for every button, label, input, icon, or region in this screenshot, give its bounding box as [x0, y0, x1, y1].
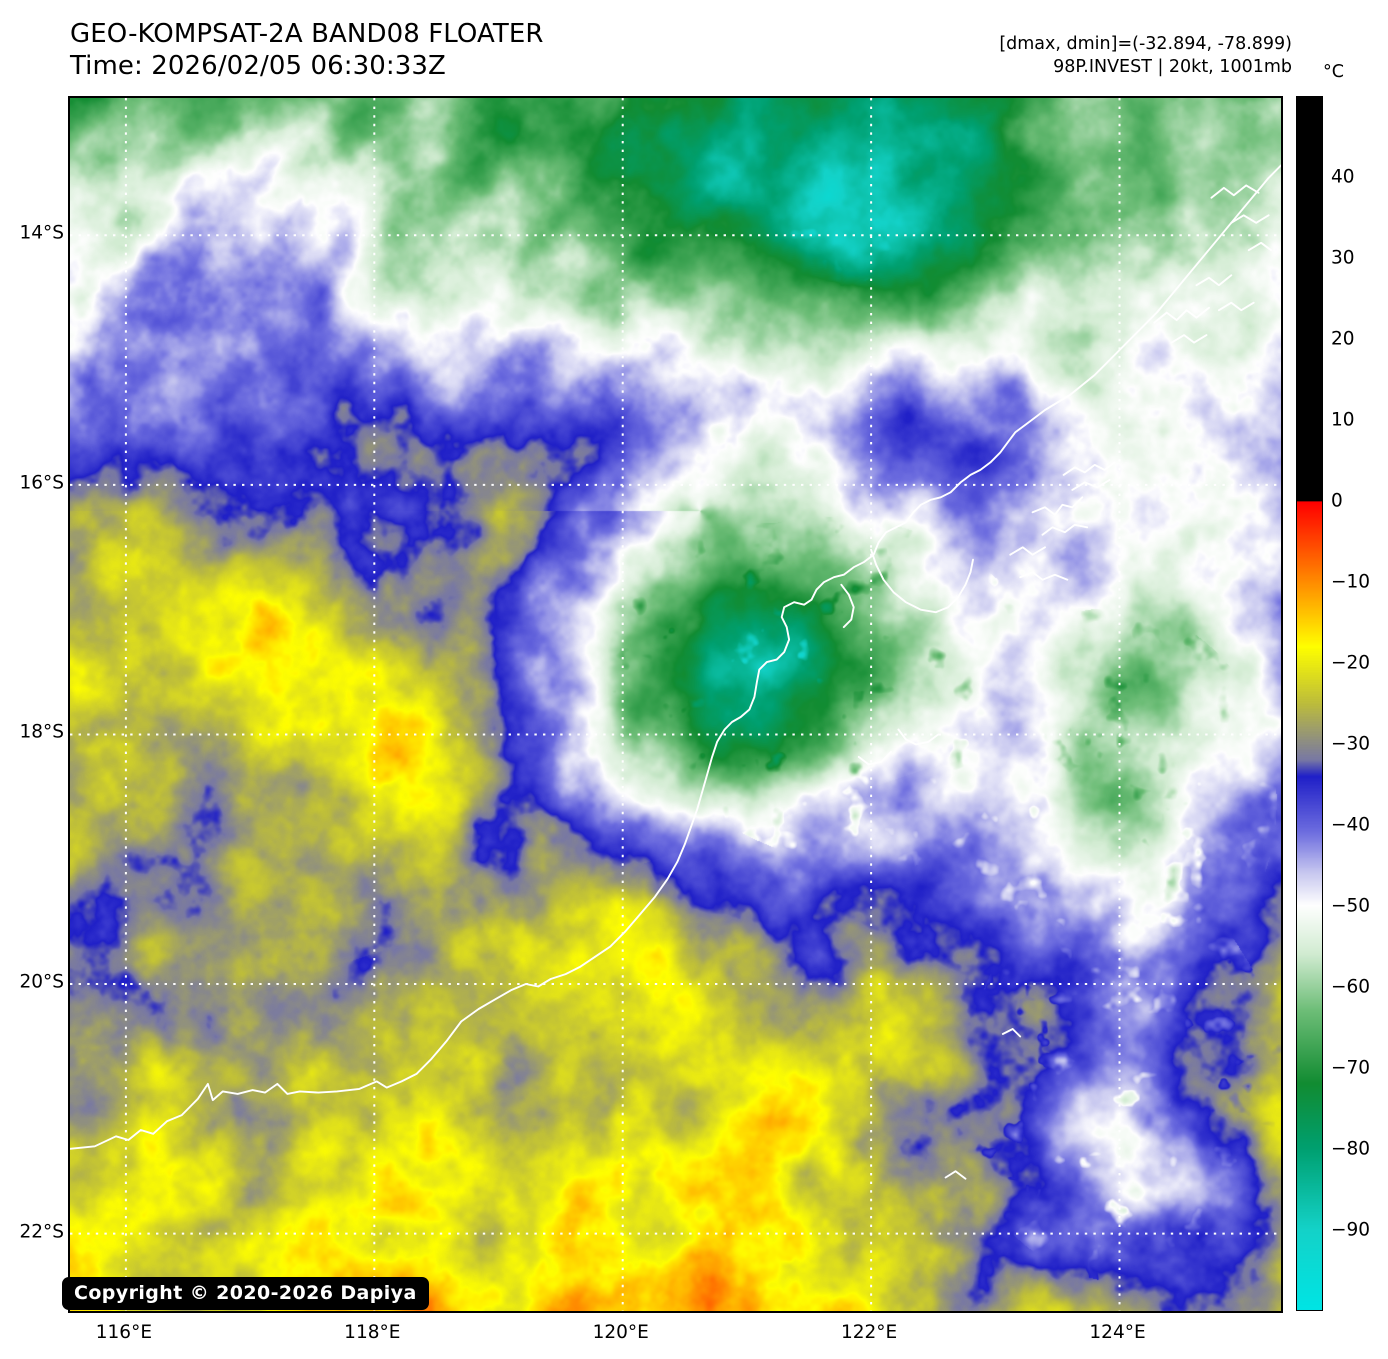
- coastline: [1217, 301, 1255, 312]
- coastline-layer: [70, 164, 1281, 1180]
- coastline: [870, 548, 974, 614]
- coastline: [897, 728, 940, 746]
- satellite-image-plot[interactable]: [68, 96, 1283, 1313]
- coastline: [840, 583, 855, 629]
- colorbar-unit-label: °C: [1323, 62, 1344, 82]
- longitude-tick-label: 116°E: [95, 1322, 153, 1343]
- colorbar[interactable]: [1296, 96, 1323, 1311]
- colorbar-tick-label: −80: [1331, 1138, 1371, 1160]
- latitude-tick-label: 20°S: [19, 971, 64, 993]
- copyright-watermark: Copyright © 2020-2026 Dapiya: [62, 1277, 429, 1310]
- coastline: [1170, 334, 1208, 344]
- coastline: [944, 1170, 967, 1180]
- coastline: [1009, 546, 1046, 556]
- colorbar-tick-label: −30: [1331, 733, 1371, 755]
- colorbar-tick-label: 0: [1331, 490, 1343, 512]
- coastline: [1001, 1028, 1022, 1038]
- latitude-tick-label: 18°S: [19, 721, 64, 743]
- longitude-tick-label: 122°E: [840, 1322, 898, 1343]
- coastline: [857, 750, 892, 766]
- infrared-cloud-field: [70, 98, 1281, 1311]
- coastline: [1031, 496, 1084, 516]
- colorbar-tick-label: −20: [1331, 652, 1371, 674]
- longitude-tick-label: 118°E: [344, 1322, 401, 1343]
- gridline-layer: [70, 98, 1281, 1311]
- storm-info-label: 98P.INVEST | 20kt, 1001mb: [1053, 57, 1292, 77]
- map-overlay: [70, 98, 1281, 1311]
- latitude-tick-label: 14°S: [19, 222, 64, 244]
- metadata-block: [dmax, dmin]=(-32.894, -78.899) 98P.INVE…: [999, 33, 1292, 79]
- coastline: [70, 164, 1281, 1150]
- coastline: [1153, 306, 1210, 324]
- colorbar-tick-label: 10: [1331, 409, 1355, 431]
- colorbar-tick-label: −40: [1331, 814, 1371, 836]
- latitude-tick-label: 22°S: [19, 1221, 64, 1243]
- timestamp-label: Time: 2026/02/05 06:30:33Z: [70, 51, 446, 81]
- longitude-tick-label: 124°E: [1089, 1322, 1146, 1343]
- coastline: [1071, 478, 1111, 491]
- coastline: [1210, 184, 1260, 199]
- coastline: [1247, 241, 1273, 252]
- coastline: [1195, 274, 1233, 287]
- coastline: [1019, 571, 1069, 581]
- colorbar-tick-label: −50: [1331, 895, 1371, 917]
- colorbar-tick-label: −70: [1331, 1057, 1371, 1079]
- latitude-tick-label: 16°S: [19, 472, 64, 494]
- coastline: [1041, 523, 1089, 536]
- colorbar-tick-label: −60: [1331, 976, 1371, 998]
- colorbar-tick-label: 40: [1331, 166, 1355, 188]
- coastline: [1230, 214, 1270, 224]
- colorbar-tick-label: −90: [1331, 1219, 1371, 1241]
- longitude-tick-label: 120°E: [592, 1322, 649, 1343]
- colorbar-tick-label: −10: [1331, 571, 1371, 593]
- coastline: [1062, 461, 1116, 476]
- dminmax-label: [dmax, dmin]=(-32.894, -78.899): [999, 34, 1292, 54]
- colorbar-tick-label: 20: [1331, 328, 1355, 350]
- colorbar-gradient: [1297, 97, 1322, 1310]
- page-title: GEO-KOMPSAT-2A BAND08 FLOATER: [70, 19, 544, 49]
- colorbar-tick-label: 30: [1331, 247, 1355, 269]
- title-block: GEO-KOMPSAT-2A BAND08 FLOATER Time: 2026…: [70, 18, 544, 82]
